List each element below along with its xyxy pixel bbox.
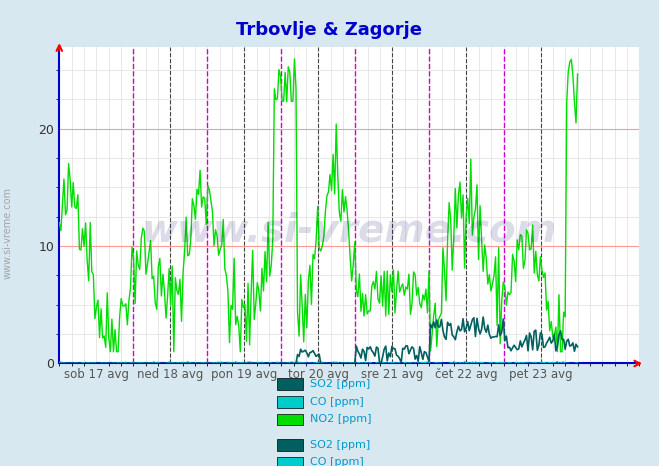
- Text: www.si-vreme.com: www.si-vreme.com: [3, 187, 13, 279]
- Text: CO [ppm]: CO [ppm]: [310, 457, 364, 466]
- Text: SO2 [ppm]: SO2 [ppm]: [310, 439, 370, 450]
- Text: NO2 [ppm]: NO2 [ppm]: [310, 414, 371, 425]
- Text: www.si-vreme.com: www.si-vreme.com: [142, 212, 557, 249]
- Text: Trbovlje & Zagorje: Trbovlje & Zagorje: [237, 21, 422, 39]
- Text: SO2 [ppm]: SO2 [ppm]: [310, 379, 370, 389]
- Text: CO [ppm]: CO [ppm]: [310, 397, 364, 407]
